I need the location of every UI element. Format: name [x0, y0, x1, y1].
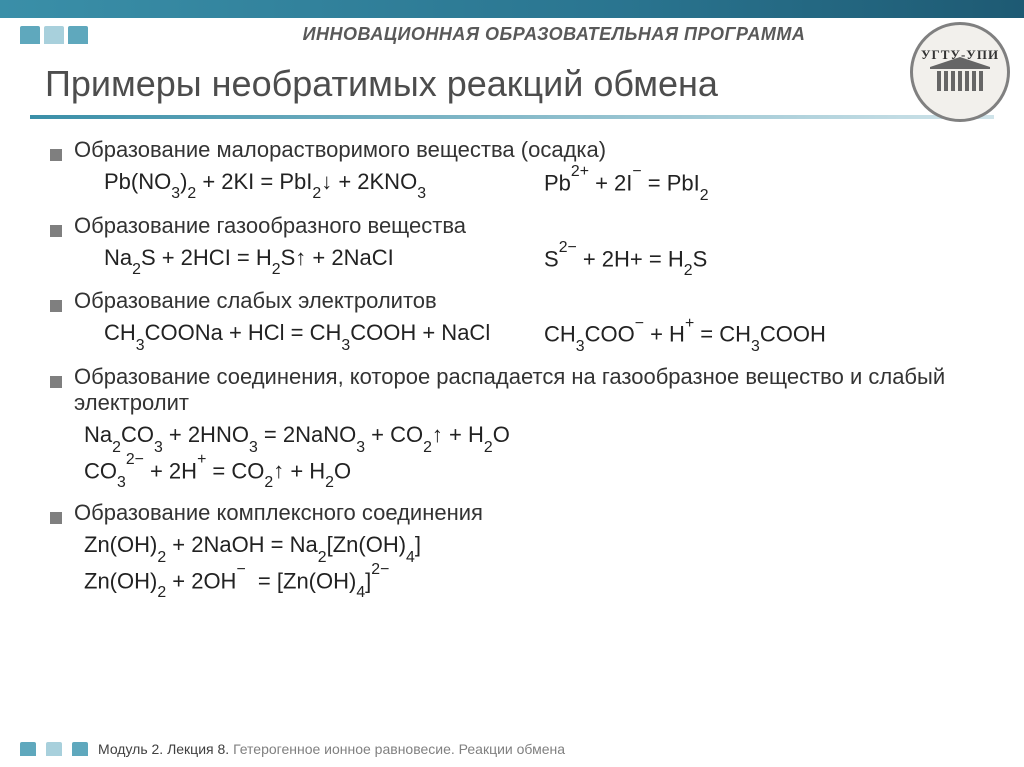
bullet-square-icon — [50, 512, 62, 524]
equation-left: CH3COONa + HCl = CH3COOH + NaCl — [104, 320, 544, 352]
equation-left: Pb(NO3)2 + 2KI = PbI2↓ + 2KNO3 — [104, 169, 544, 201]
equation-left: Na2S + 2HCI = H2S↑ + 2NaCI — [104, 245, 544, 277]
slide-title: Примеры необратимых реакций обмена — [0, 49, 1024, 115]
logo-building-icon — [930, 67, 990, 97]
program-title: ИННОВАЦИОННАЯ ОБРАЗОВАТЕЛЬНАЯ ПРОГРАММА — [104, 24, 1004, 45]
bullet-line: Образование малорастворимого вещества (о… — [50, 137, 974, 163]
tab-decor — [68, 26, 88, 44]
equation-right: CH3COO− + H+ = CH3COOH — [544, 320, 826, 352]
footer-module: Модуль 2. Лекция 8. — [98, 741, 229, 757]
bullet-text: Образование комплексного соединения — [74, 500, 483, 526]
bullet-square-icon — [50, 300, 62, 312]
equation-line: Na2CO3 + 2HNO3 = 2NaNO3 + CO2↑ + H2O — [84, 422, 974, 452]
header: ИННОВАЦИОННАЯ ОБРАЗОВАТЕЛЬНАЯ ПРОГРАММА — [0, 18, 1024, 49]
footer-topic: Гетерогенное ионное равновесие. Реакции … — [233, 741, 565, 757]
section: Образование газообразного вещества Na2S +… — [50, 213, 974, 277]
bullet-text: Образование малорастворимого вещества (о… — [74, 137, 606, 163]
footer-tab-decor — [46, 742, 62, 756]
bullet-square-icon — [50, 149, 62, 161]
section: Образование слабых электролитов CH3COONa … — [50, 288, 974, 352]
section: Образование соединения, которое распадае… — [50, 364, 974, 488]
equation-row: Na2S + 2HCI = H2S↑ + 2NaCIS2− + 2H+ = H2… — [104, 245, 974, 277]
equation-row: Pb(NO3)2 + 2KI = PbI2↓ + 2KNO3Pb2+ + 2I−… — [104, 169, 974, 201]
section: Образование малорастворимого вещества (о… — [50, 137, 974, 201]
bullet-line: Образование комплексного соединения — [50, 500, 974, 526]
equation-line: CO32− + 2H+ = CO2↑ + H2O — [84, 457, 974, 489]
bullet-text: Образование слабых электролитов — [74, 288, 437, 314]
bullet-line: Образование слабых электролитов — [50, 288, 974, 314]
equation-right: S2− + 2H+ = H2S — [544, 245, 707, 277]
equation-row: CH3COONa + HCl = CH3COOH + NaClCH3COO− +… — [104, 320, 974, 352]
header-tabs — [20, 26, 88, 44]
bullet-square-icon — [50, 225, 62, 237]
equation-line: Zn(OH)2 + 2NaOH = Na2[Zn(OH)4] — [84, 532, 974, 562]
bullet-text: Образование газообразного вещества — [74, 213, 466, 239]
footer-tab-decor — [20, 742, 36, 756]
bullet-square-icon — [50, 376, 62, 388]
equation-line: Zn(OH)2 + 2OH− = [Zn(OH)4]2− — [84, 567, 974, 599]
footer: Модуль 2. Лекция 8. Гетерогенное ионное … — [20, 741, 565, 757]
university-logo: УГТУ-УПИ — [910, 22, 1010, 122]
tab-decor — [20, 26, 40, 44]
tab-decor — [44, 26, 64, 44]
section: Образование комплексного соединения Zn(OH… — [50, 500, 974, 598]
equation-right: Pb2+ + 2I− = PbI2 — [544, 169, 709, 201]
bullet-line: Образование газообразного вещества — [50, 213, 974, 239]
content-area: Образование малорастворимого вещества (о… — [0, 119, 1024, 598]
footer-tab-decor — [72, 742, 88, 756]
top-gradient-bar — [0, 0, 1024, 18]
bullet-line: Образование соединения, которое распадае… — [50, 364, 974, 416]
footer-text: Модуль 2. Лекция 8. Гетерогенное ионное … — [98, 741, 565, 757]
bullet-text: Образование соединения, которое распадае… — [74, 364, 974, 416]
